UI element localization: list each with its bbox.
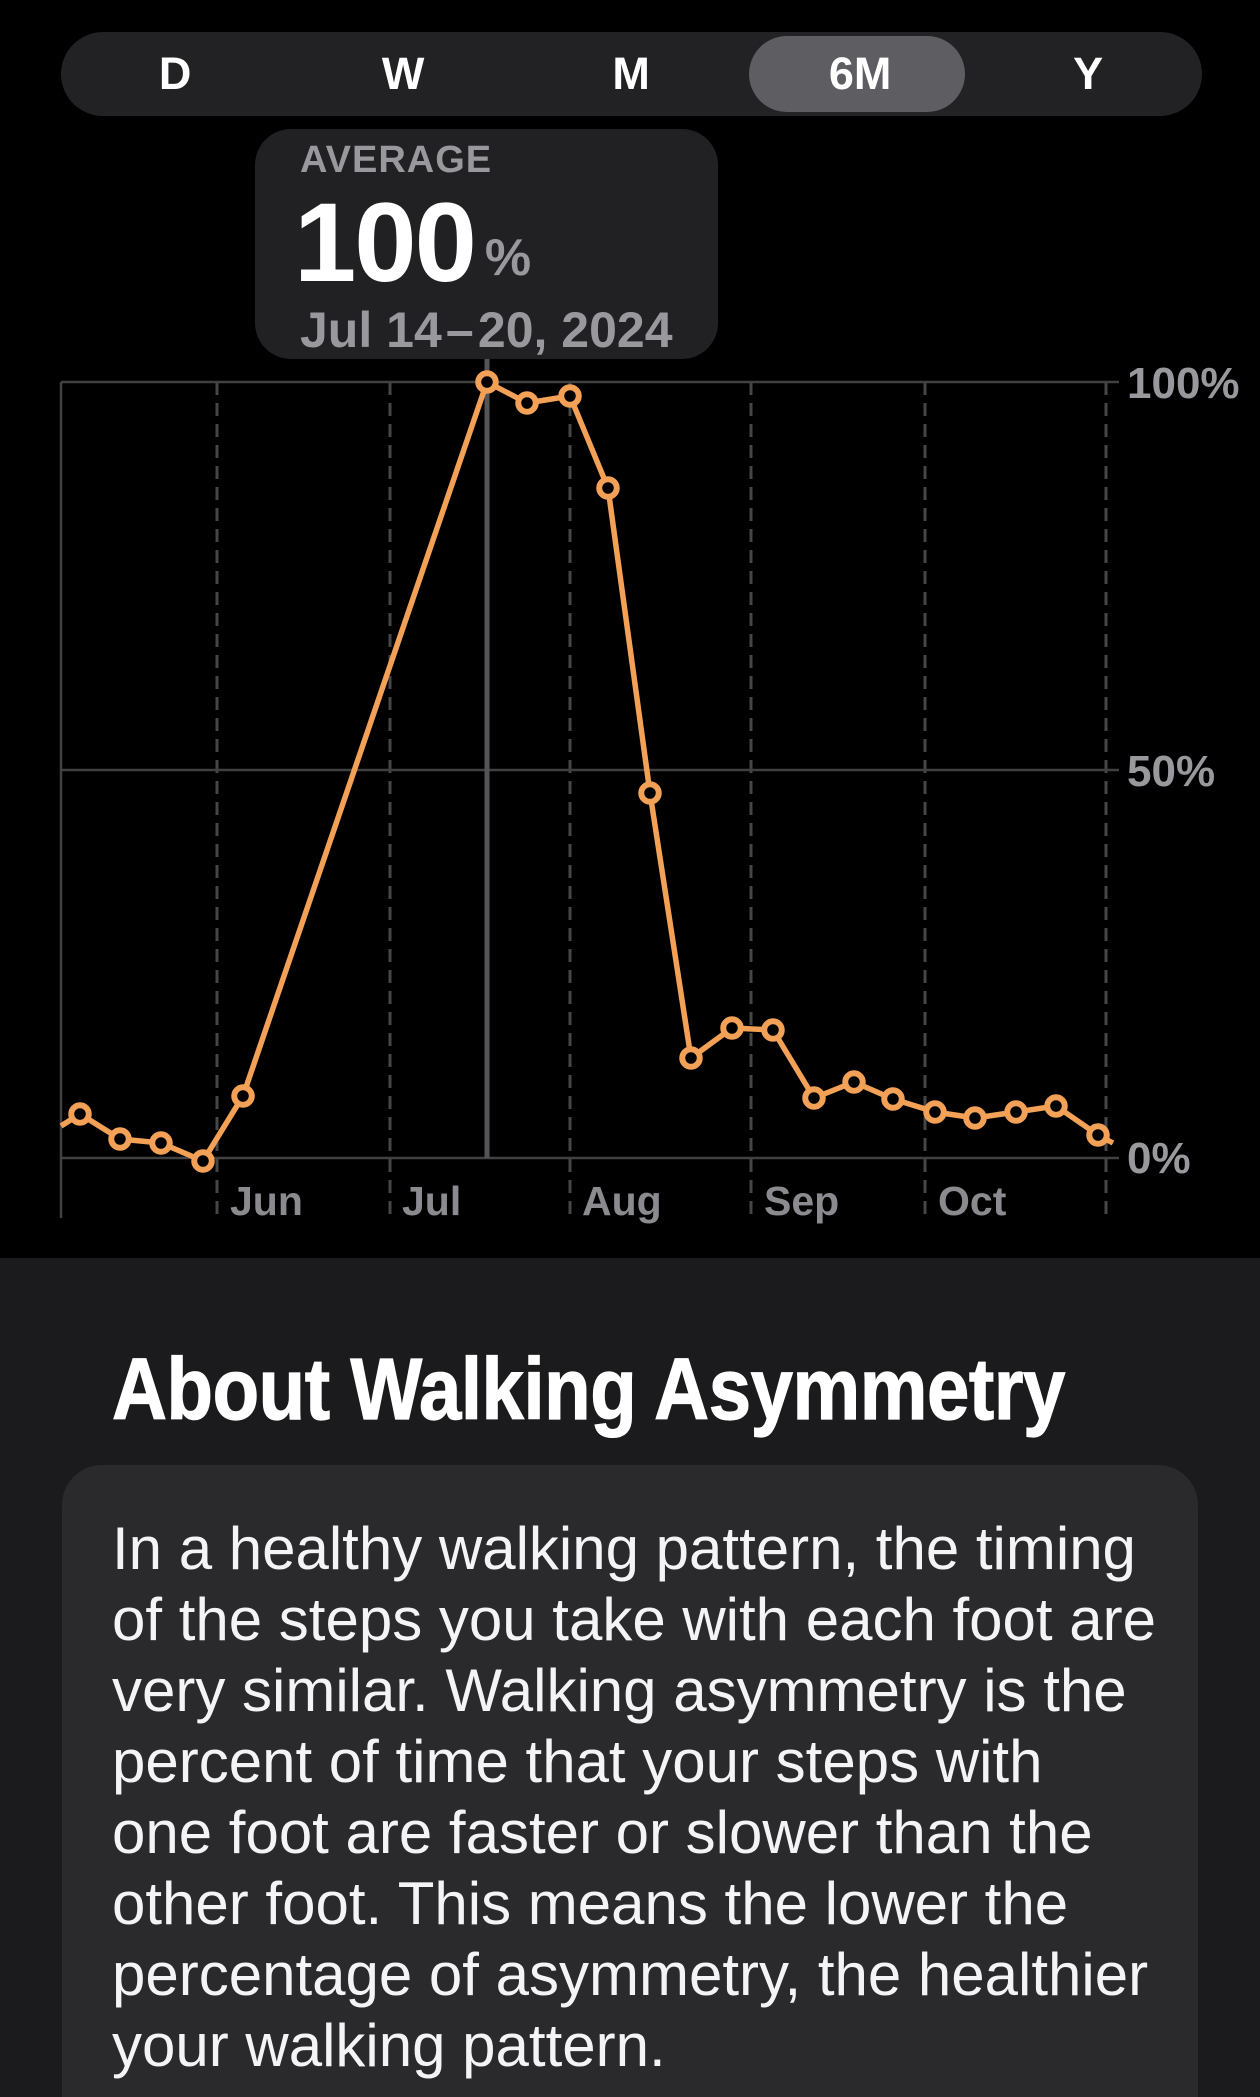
svg-text:50%: 50%	[1127, 747, 1215, 796]
svg-text:Oct: Oct	[938, 1178, 1007, 1224]
svg-text:Jun: Jun	[230, 1178, 303, 1224]
svg-text:Sep: Sep	[764, 1178, 839, 1224]
svg-text:Aug: Aug	[582, 1178, 662, 1224]
svg-text:100%: 100%	[1127, 359, 1240, 408]
svg-text:Jul: Jul	[402, 1178, 461, 1224]
svg-text:0%: 0%	[1127, 1134, 1191, 1183]
